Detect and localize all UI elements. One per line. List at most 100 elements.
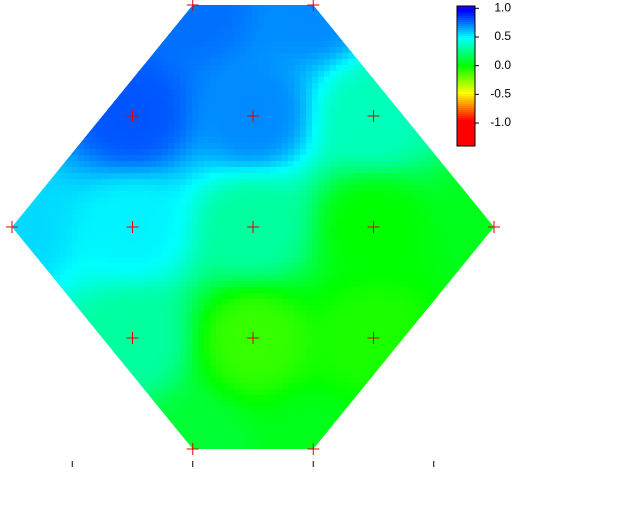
field-cell — [126, 179, 133, 186]
field-cell — [348, 275, 355, 282]
field-cell — [396, 275, 403, 282]
field-cell — [354, 227, 361, 234]
field-cell — [306, 11, 313, 18]
field-cell — [210, 239, 217, 246]
field-cell — [12, 71, 19, 78]
field-cell — [486, 275, 493, 282]
field-cell — [186, 167, 193, 174]
field-cell — [162, 47, 169, 54]
field-cell — [168, 233, 175, 240]
field-cell — [408, 191, 415, 198]
field-cell — [60, 161, 67, 168]
field-cell — [216, 257, 223, 264]
field-cell — [324, 173, 331, 180]
field-cell — [216, 287, 223, 294]
field-cell — [366, 59, 373, 66]
field-cell — [54, 89, 61, 96]
field-cell — [258, 365, 265, 372]
field-cell — [174, 347, 181, 354]
field-cell — [114, 143, 121, 150]
field-cell — [486, 305, 493, 312]
field-cell — [474, 299, 481, 306]
field-cell — [84, 371, 91, 378]
field-cell — [150, 107, 157, 114]
field-cell — [36, 11, 43, 18]
field-cell — [288, 11, 295, 18]
field-cell — [480, 257, 487, 264]
field-cell — [444, 209, 451, 216]
field-cell — [426, 131, 433, 138]
field-cell — [144, 65, 151, 72]
field-cell — [432, 269, 439, 276]
field-cell — [444, 239, 451, 246]
field-cell — [408, 161, 415, 168]
field-cell — [354, 359, 361, 366]
field-cell — [390, 221, 397, 228]
field-cell — [102, 293, 109, 300]
field-cell — [402, 191, 409, 198]
field-cell — [450, 113, 457, 120]
field-cell — [438, 335, 445, 342]
field-cell — [342, 317, 349, 324]
field-cell — [252, 65, 259, 72]
field-cell — [108, 233, 115, 240]
field-cell — [390, 41, 397, 48]
field-cell — [444, 227, 451, 234]
field-cell — [216, 209, 223, 216]
field-cell — [138, 227, 145, 234]
field-cell — [24, 287, 31, 294]
field-cell — [348, 227, 355, 234]
field-cell — [264, 263, 271, 270]
field-cell — [414, 323, 421, 330]
field-cell — [294, 323, 301, 330]
field-cell — [258, 353, 265, 360]
field-cell — [192, 215, 199, 222]
field-cell — [480, 365, 487, 372]
field-cell — [150, 11, 157, 18]
field-cell — [114, 203, 121, 210]
field-cell — [282, 161, 289, 168]
field-cell — [174, 281, 181, 288]
field-cell — [42, 179, 49, 186]
field-cell — [414, 245, 421, 252]
field-cell — [474, 257, 481, 264]
field-cell — [318, 95, 325, 102]
field-cell — [102, 143, 109, 150]
field-cell — [456, 353, 463, 360]
field-cell — [186, 299, 193, 306]
field-cell — [366, 119, 373, 126]
field-cell — [204, 71, 211, 78]
field-cell — [144, 233, 151, 240]
field-cell — [204, 365, 211, 372]
field-cell — [138, 329, 145, 336]
field-cell — [240, 287, 247, 294]
field-cell — [162, 167, 169, 174]
field-cell — [60, 173, 67, 180]
field-cell — [114, 71, 121, 78]
field-cell — [378, 17, 385, 24]
field-cell — [54, 251, 61, 258]
field-cell — [294, 95, 301, 102]
field-cell — [30, 89, 37, 96]
field-cell — [12, 287, 19, 294]
field-cell — [300, 167, 307, 174]
field-cell — [210, 131, 217, 138]
field-cell — [372, 353, 379, 360]
field-cell — [180, 83, 187, 90]
field-cell — [102, 185, 109, 192]
field-cell — [318, 53, 325, 60]
field-cell — [126, 125, 133, 132]
field-cell — [246, 257, 253, 264]
field-cell — [336, 161, 343, 168]
field-cell — [240, 35, 247, 42]
field-cell — [426, 341, 433, 348]
field-cell — [210, 293, 217, 300]
field-cell — [162, 23, 169, 30]
field-cell — [216, 269, 223, 276]
field-cell — [36, 197, 43, 204]
field-cell — [402, 155, 409, 162]
field-cell — [366, 125, 373, 132]
field-cell — [360, 137, 367, 144]
field-cell — [126, 359, 133, 366]
field-cell — [324, 29, 331, 36]
